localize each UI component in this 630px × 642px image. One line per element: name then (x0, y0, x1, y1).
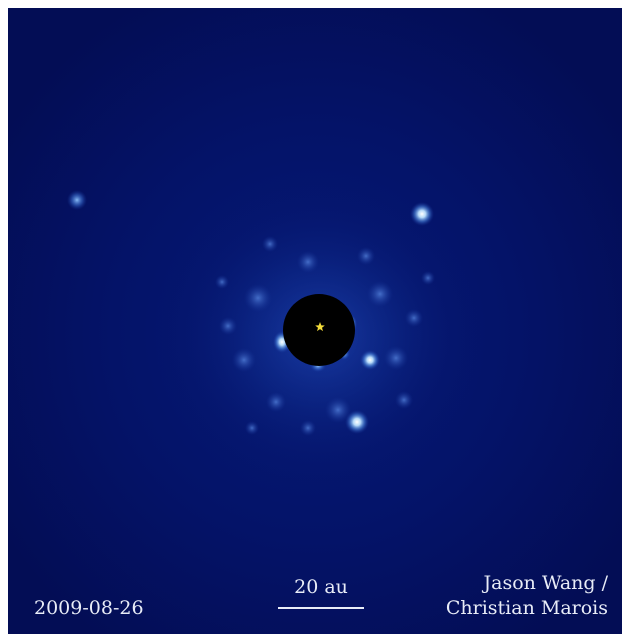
planet-b (67, 190, 87, 210)
speckle-noise (215, 236, 435, 436)
planet-c (410, 202, 434, 226)
credit-line-2: Christian Marois (445, 597, 608, 619)
coronagraph-mask (283, 294, 355, 366)
starfield-image (8, 8, 622, 634)
scale-bar: 20 au (278, 576, 364, 616)
direct-image-frame: 2009-08-26 20 au Jason Wang / Christian … (8, 8, 622, 634)
image-credit: Jason Wang / Christian Marois (446, 571, 608, 621)
planet-d (345, 410, 369, 434)
scale-bar-line (278, 607, 364, 609)
planet-e (360, 350, 380, 370)
observation-date: 2009-08-26 (34, 597, 144, 619)
star-position-marker (315, 322, 325, 332)
credit-line-1: Jason Wang / (483, 572, 608, 594)
scale-bar-label: 20 au (294, 576, 348, 598)
